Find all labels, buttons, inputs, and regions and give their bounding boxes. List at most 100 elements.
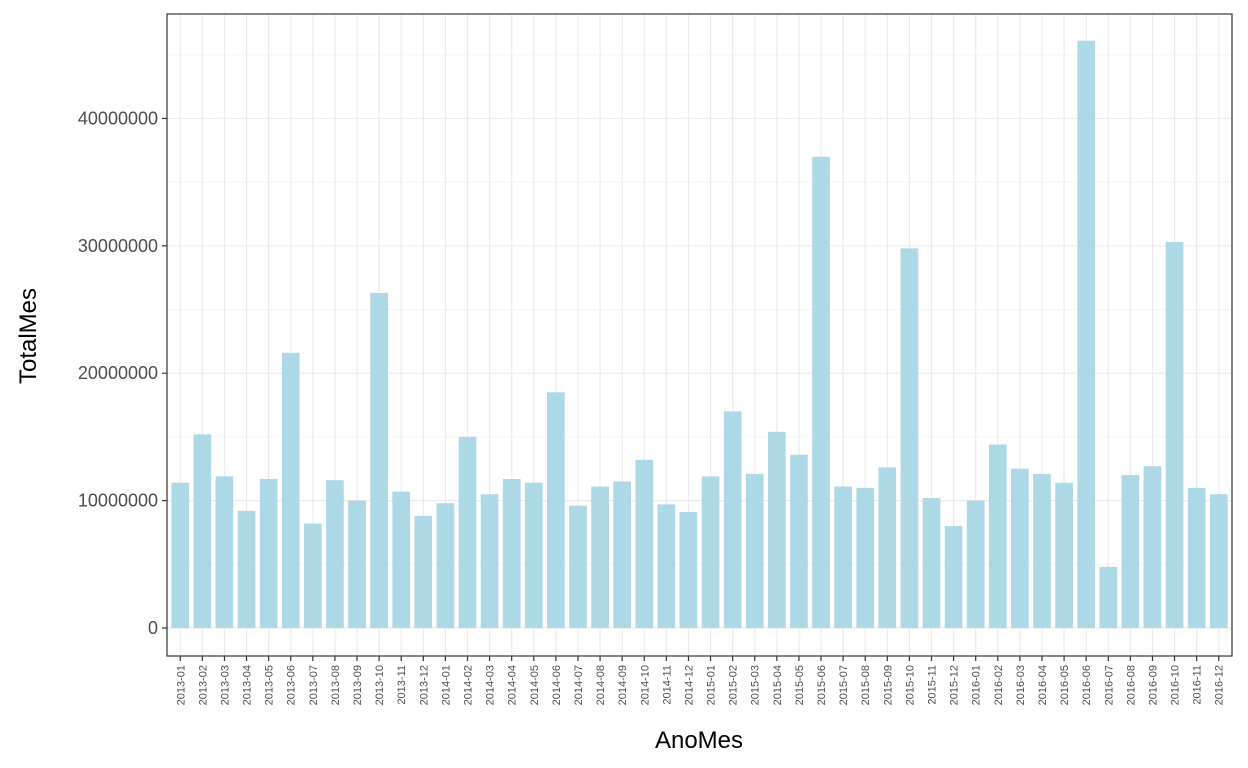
x-tick-label: 2015-04 xyxy=(772,665,784,705)
bar xyxy=(303,523,322,628)
x-tick-label: 2014-10 xyxy=(639,665,651,705)
bar xyxy=(480,494,499,628)
bar xyxy=(237,510,256,628)
x-tick-label: 2014-03 xyxy=(485,665,497,705)
bar xyxy=(878,467,897,628)
x-tick-label: 2016-07 xyxy=(1103,665,1115,705)
bar xyxy=(723,411,742,628)
bar xyxy=(171,482,190,628)
x-tick-label: 2014-09 xyxy=(617,665,629,705)
x-tick-label: 2016-08 xyxy=(1125,665,1137,705)
bar xyxy=(988,444,1007,628)
x-axis-title: AnoMes xyxy=(655,727,743,754)
x-tick-label: 2014-11 xyxy=(661,665,673,705)
bar xyxy=(1187,487,1206,628)
x-tick-label: 2016-03 xyxy=(1015,665,1027,705)
bar xyxy=(215,476,234,628)
x-tick-label: 2014-08 xyxy=(595,665,607,705)
x-tick-label: 2015-10 xyxy=(904,665,916,705)
x-tick-label: 2015-03 xyxy=(750,665,762,705)
bar xyxy=(524,482,543,628)
x-tick-label: 2016-09 xyxy=(1147,665,1159,705)
x-tick-label: 2013-04 xyxy=(242,665,254,705)
bar xyxy=(1143,466,1162,628)
bar xyxy=(1033,473,1051,628)
x-tick-label: 2014-12 xyxy=(683,665,695,705)
x-tick-label: 2016-11 xyxy=(1192,665,1204,705)
bar xyxy=(1055,482,1073,628)
y-axis-title: TotalMes xyxy=(15,288,42,384)
x-tick-label: 2015-09 xyxy=(882,665,894,705)
panel-border xyxy=(166,13,1233,657)
x-tick-label: 2016-02 xyxy=(993,665,1005,705)
bar xyxy=(767,431,786,628)
x-tick-label: 2015-02 xyxy=(728,665,740,705)
bar xyxy=(502,478,521,628)
x-tick-label: 2016-04 xyxy=(1037,665,1049,705)
x-tick-label: 2016-06 xyxy=(1081,665,1093,705)
bar xyxy=(679,512,698,628)
bar xyxy=(193,434,212,628)
x-tick-label: 2013-10 xyxy=(374,665,386,705)
bar xyxy=(790,454,808,628)
bar xyxy=(436,503,455,628)
bar xyxy=(657,504,676,628)
x-tick-label: 2015-08 xyxy=(860,665,872,705)
x-tick-label: 2013-12 xyxy=(418,665,430,705)
x-tick-label: 2015-11 xyxy=(927,665,939,705)
y-tick-label: 40000000 xyxy=(78,108,158,128)
x-tick-label: 2013-08 xyxy=(330,665,342,705)
bar xyxy=(1011,468,1029,628)
bar xyxy=(547,392,565,628)
bar xyxy=(326,480,344,628)
y-tick-label: 20000000 xyxy=(78,363,158,383)
bar xyxy=(414,515,433,628)
x-tick-label: 2015-05 xyxy=(794,665,806,705)
x-tick-label: 2013-01 xyxy=(175,665,187,705)
x-tick-label: 2013-11 xyxy=(396,665,408,705)
bar xyxy=(370,292,388,628)
x-tick-label: 2016-10 xyxy=(1170,665,1182,705)
bar xyxy=(613,481,632,628)
x-tick-label: 2015-01 xyxy=(706,665,718,705)
x-tick-label: 2013-05 xyxy=(264,665,276,705)
bar xyxy=(1099,566,1118,628)
x-tick-label: 2014-01 xyxy=(440,665,452,705)
x-tick-label: 2016-01 xyxy=(971,665,983,705)
x-tick-label: 2013-06 xyxy=(286,665,298,705)
bar xyxy=(591,486,609,628)
x-axis: 2013-01 2013-02 2013-03 2013-04 2013-05 2013-… xyxy=(175,656,1226,705)
bar xyxy=(281,352,300,628)
x-tick-label: 2015-06 xyxy=(816,665,828,705)
bar xyxy=(1209,494,1228,628)
bar xyxy=(458,436,477,628)
x-tick-label: 2014-02 xyxy=(462,665,474,705)
x-tick-label: 2015-07 xyxy=(838,665,850,705)
bar xyxy=(856,487,875,628)
x-tick-label: 2014-06 xyxy=(551,665,563,705)
bar xyxy=(745,473,764,628)
x-tick-label: 2016-12 xyxy=(1214,665,1226,705)
x-tick-label: 2013-09 xyxy=(352,665,364,705)
bar xyxy=(922,498,941,628)
bar xyxy=(569,505,587,628)
x-tick-label: 2014-05 xyxy=(529,665,541,705)
y-tick-label: 10000000 xyxy=(78,491,158,511)
y-tick-label: 30000000 xyxy=(78,236,158,256)
bars xyxy=(171,40,1228,628)
bar xyxy=(348,500,366,628)
x-tick-label: 2014-07 xyxy=(573,665,585,705)
x-tick-label: 2013-03 xyxy=(219,665,231,705)
bar xyxy=(944,526,963,628)
bar xyxy=(1165,242,1184,628)
x-tick-label: 2014-04 xyxy=(507,665,519,705)
bar xyxy=(1121,475,1140,628)
bar xyxy=(812,156,830,628)
x-tick-label: 2013-02 xyxy=(197,665,209,705)
y-tick-label: 0 xyxy=(148,618,158,638)
y-axis: 0 10000000 20000000 30000000 40000000 xyxy=(78,108,167,638)
bar xyxy=(834,486,852,628)
bar xyxy=(966,500,985,628)
